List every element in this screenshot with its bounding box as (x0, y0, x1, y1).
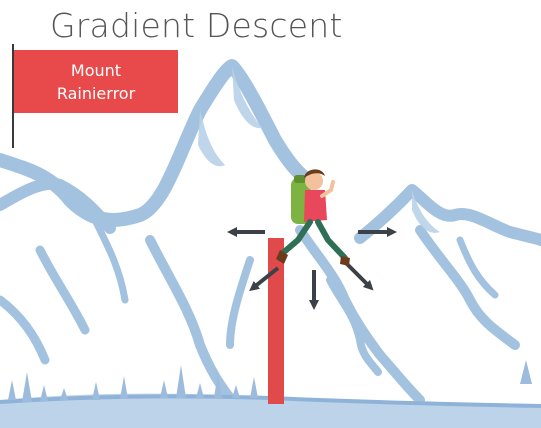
mountain-range (0, 59, 541, 405)
page-title: Gradient Descent (50, 6, 343, 45)
mountain-shading (198, 66, 440, 233)
arrow-down-right-icon (343, 260, 374, 291)
hiker-figure (276, 169, 350, 266)
error-bar (268, 238, 284, 404)
arrow-down-left-icon (249, 266, 280, 292)
flagpole (12, 44, 14, 148)
direction-arrows (227, 227, 397, 310)
flag-label-line1: Mount (70, 60, 122, 80)
mount-flag: Mount Rainierror (14, 50, 178, 113)
ground (0, 360, 541, 428)
flag-label-line2: Rainierror (56, 83, 136, 103)
